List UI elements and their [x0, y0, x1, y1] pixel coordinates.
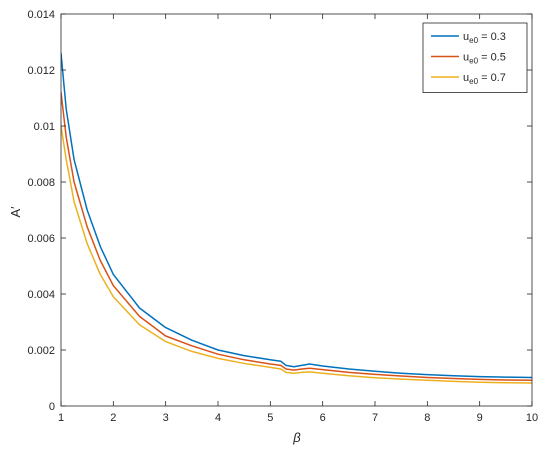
x-tick-label-5: 6 — [320, 412, 326, 424]
y-tick-label-1: 0.002 — [27, 345, 55, 357]
x-tick-label-9: 10 — [526, 412, 538, 424]
axes-box — [60, 13, 533, 407]
axes: 1 2 3 4 5 6 7 8 9 10 0 0.002 0.004 0.006 0.008 0.01 0.01… — [27, 9, 538, 424]
x-tick-label-4: 5 — [267, 412, 273, 424]
x-tick-label-8: 9 — [477, 412, 483, 424]
series-line-2 — [61, 125, 532, 384]
x-axis-label: β — [292, 430, 301, 445]
series-lines — [61, 52, 532, 384]
plot-area — [61, 52, 532, 384]
x-tick-label-6: 7 — [372, 412, 378, 424]
x-tick-label-1: 2 — [110, 412, 116, 424]
y-tick-label-5: 0.01 — [34, 121, 55, 133]
y-axis-label: A′ — [8, 206, 23, 218]
x-tick-label-3: 4 — [215, 412, 221, 424]
y-tick-label-3: 0.006 — [27, 233, 55, 245]
legend-label-2: ue0 = 0.7 — [463, 72, 506, 86]
x-tick-label-2: 3 — [163, 412, 169, 424]
y-tick-label-6: 0.012 — [27, 65, 55, 77]
y-tick-label-2: 0.004 — [27, 289, 55, 301]
legend-label-1: ue0 = 0.5 — [463, 52, 506, 66]
x-tick-label-0: 1 — [58, 412, 64, 424]
y-tick-label-7: 0.014 — [27, 9, 55, 21]
x-tick-label-7: 8 — [424, 412, 430, 424]
y-tick-label-0: 0 — [49, 401, 55, 413]
legend-label-0: ue0 = 0.3 — [463, 31, 506, 45]
series-line-1 — [61, 91, 532, 381]
y-tick-label-4: 0.008 — [27, 177, 55, 189]
legend-box — [422, 22, 528, 93]
series-line-0 — [61, 52, 532, 379]
legend: ue0 = 0.3 ue0 = 0.5 ue0 = 0.7 — [422, 22, 528, 93]
